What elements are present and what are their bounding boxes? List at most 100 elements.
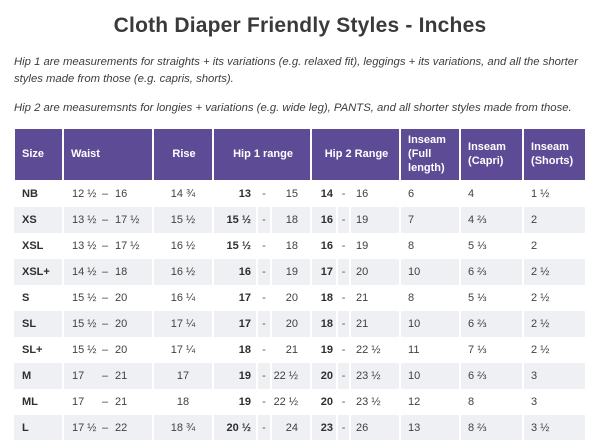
inseam-capri-cell: 6 ⅔ [460,362,525,389]
waist-range-dash: – [102,265,109,278]
hip2-max-cell: 23 ½ [350,388,402,415]
hip1-min-cell: 19 [213,362,258,389]
waist-range-dash: – [102,213,109,226]
hip1-range-dash: - [257,388,272,415]
inseam-shorts-cell: 2 ½ [523,258,588,285]
col-header-rise: Rise [152,126,214,182]
notes-section: Hip 1 are measurements for straights + i… [14,54,586,117]
hip2-range-dash: - [337,232,352,259]
hip1-min-cell: 17 [213,310,258,337]
hip1-min-cell: 16 [213,258,258,285]
hip1-max-cell: 18 [271,232,313,259]
inseam-capri-cell: 7 ⅓ [460,336,525,363]
hip2-range-dash: - [337,414,352,440]
inseam-full-cell: 8 [400,284,462,311]
inseam-shorts-cell: 3 ½ [523,414,588,440]
waist-cell: 14 ½ –18 [63,258,154,285]
waist-range-dash: – [102,343,109,356]
hip1-range-dash: - [257,336,272,363]
hip2-min-cell: 16 [311,206,339,233]
rise-cell: 17 [153,362,214,389]
inseam-capri-cell: 8 ⅔ [460,414,525,440]
waist-cell: 17–21 [63,388,154,415]
hip2-range-dash: - [337,258,352,285]
hip2-range-dash: - [337,206,352,233]
size-cell: NB [14,180,64,207]
inseam-full-cell: 11 [400,336,462,363]
inseam-capri-cell: 6 ⅔ [460,310,525,337]
waist-cell: 17 ½ –22 [63,414,154,440]
waist-cell: 15 ½ –20 [63,310,154,337]
table-row: XSL+ 14 ½ –18 16 ½ 16 - 19 17 - 20 10 6 ⅔… [14,258,588,285]
hip1-range-dash: - [257,284,272,311]
inseam-full-cell: 12 [400,388,462,415]
hip1-max-cell: 24 [271,414,313,440]
hip2-max-cell: 19 [350,232,402,259]
hip1-range-dash: - [257,180,272,207]
hip1-note: Hip 1 are measurements for straights + i… [14,56,578,85]
hip2-range-dash: - [337,336,352,363]
hip2-range-dash: - [337,310,352,337]
size-cell: M [14,362,64,389]
hip2-max-cell: 23 ½ [350,362,402,389]
waist-range-dash: – [102,421,109,434]
hip1-min-cell: 13 [213,180,258,207]
rise-cell: 16 ¼ [153,284,214,311]
rise-cell: 17 ¼ [153,336,214,363]
inseam-shorts-cell: 1 ½ [523,180,588,207]
hip1-max-cell: 20 [271,284,313,311]
inseam-shorts-cell: 2 ½ [523,284,588,311]
size-chart-table: Size Waist Rise Hip 1 range Hip 2 Range … [13,126,588,440]
waist-cell: 13 ½ –17 ½ [63,206,154,233]
inseam-shorts-cell: 2 [523,206,588,233]
size-cell: S [14,284,64,311]
hip1-min-cell: 15 ½ [213,232,258,259]
hip1-max-cell: 18 [271,206,313,233]
size-cell: SL [14,310,64,337]
rise-cell: 15 ½ [153,206,214,233]
size-chart-page: Cloth Diaper Friendly Styles - Inches Hi… [0,14,600,440]
table-row: M 17–21 17 19 - 22 ½ 20 - 23 ½ 10 6 ⅔ 3 [14,362,588,389]
inseam-capri-cell: 6 ⅔ [460,258,525,285]
table-row: L 17 ½ –22 18 ¾ 20 ½ - 24 23 - 26 13 8 ⅔ … [14,414,588,440]
inseam-shorts-cell: 2 ½ [523,310,588,337]
hip1-max-cell: 21 [271,336,313,363]
rise-cell: 17 ¼ [153,310,214,337]
hip2-range-dash: - [337,388,352,415]
hip2-min-cell: 17 [311,258,339,285]
hip2-range-dash: - [337,284,352,311]
table-body: NB 12 ½ –16 14 ¾ 13 - 15 14 - 16 6 4 1 ½ … [14,180,588,440]
inseam-shorts-cell: 3 [523,388,588,415]
hip1-max-cell: 22 ½ [271,362,313,389]
hip2-max-cell: 21 [350,310,402,337]
inseam-full-cell: 6 [400,180,462,207]
waist-range-dash: – [102,369,109,382]
table-header: Size Waist Rise Hip 1 range Hip 2 Range … [13,126,588,182]
inseam-shorts-cell: 2 ½ [523,336,588,363]
hip2-max-cell: 22 ½ [350,336,402,363]
rise-cell: 14 ¾ [153,180,214,207]
rise-cell: 16 ½ [153,258,214,285]
rise-cell: 16 ½ [153,232,214,259]
size-cell: SL+ [14,336,64,363]
waist-range-dash: – [102,317,109,330]
hip2-max-cell: 16 [350,180,402,207]
hip1-min-cell: 17 [213,284,258,311]
table-row: SL+ 15 ½ –20 17 ¼ 18 - 21 19 - 22 ½ 11 7 … [14,336,588,363]
waist-cell: 15 ½ –20 [63,336,154,363]
size-cell: ML [14,388,64,415]
hip1-min-cell: 19 [213,388,258,415]
waist-range-dash: – [102,291,109,304]
waist-range-dash: – [102,395,109,408]
hip2-max-cell: 19 [350,206,402,233]
rise-cell: 18 ¾ [153,414,214,440]
inseam-full-cell: 7 [400,206,462,233]
hip2-max-cell: 26 [350,414,402,440]
size-cell: XS [14,206,64,233]
hip1-range-dash: - [257,206,272,233]
hip2-min-cell: 16 [311,232,339,259]
col-header-waist: Waist [62,126,154,182]
col-header-hip2-range: Hip 2 Range [310,126,402,182]
inseam-shorts-cell: 3 [523,362,588,389]
hip2-min-cell: 18 [311,284,339,311]
